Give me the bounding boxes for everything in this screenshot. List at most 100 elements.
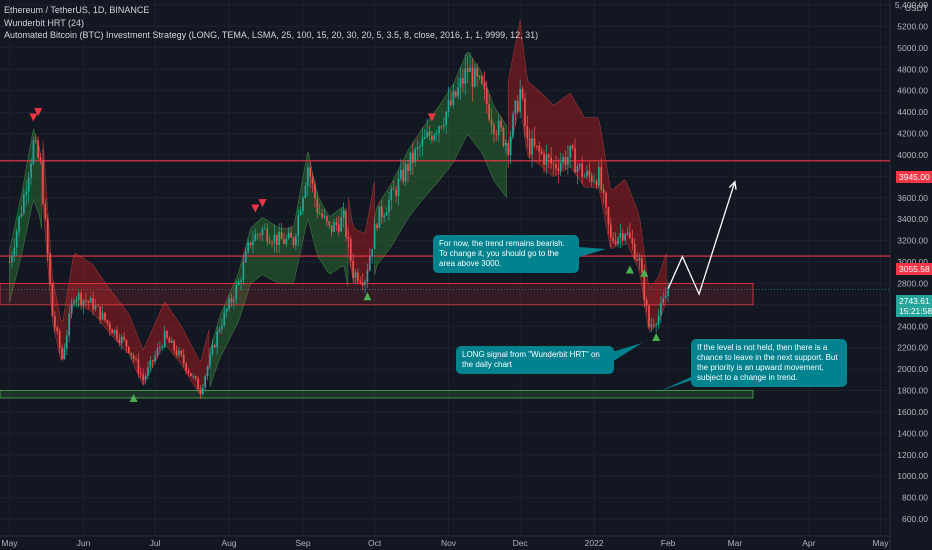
candle-body — [199, 389, 202, 395]
candle-body — [645, 299, 648, 306]
candle-body — [32, 140, 35, 164]
candle-body — [259, 234, 261, 236]
candle-body — [15, 231, 18, 248]
indicator-hrt[interactable]: Wunderbit HRT (24) — [4, 17, 85, 28]
candle-body — [509, 136, 512, 156]
indicator-strategy[interactable]: Automated Bitcoin (BTC) Investment Strat… — [4, 30, 539, 40]
candle-body — [383, 215, 385, 218]
candle-body — [464, 68, 467, 84]
candle-body — [34, 140, 37, 142]
candle-body — [306, 167, 309, 186]
time-axis[interactable]: May Jun Jul Aug Sep Oct Nov Dec 2022 Feb Mar Apr May — [2, 538, 890, 548]
candle-body — [65, 335, 68, 349]
candle-body — [641, 258, 643, 273]
candle-body — [609, 224, 612, 238]
candle-body — [631, 238, 634, 244]
candle-body — [347, 237, 350, 240]
candle-body — [607, 207, 610, 225]
candle-body — [342, 210, 345, 218]
sell-signal-icon — [34, 108, 43, 117]
price-tick-label: 4200.00 — [897, 129, 928, 139]
candle-body — [283, 239, 285, 244]
candle-body — [586, 170, 588, 177]
candle-body — [247, 242, 249, 252]
candle-body — [144, 375, 147, 381]
candle-body — [20, 213, 23, 217]
candle-body — [543, 153, 545, 165]
candle-body — [459, 78, 462, 88]
candle-body — [505, 142, 507, 146]
candle-body — [619, 233, 622, 238]
candle-body — [137, 359, 140, 374]
candle-body — [139, 373, 142, 375]
candle-body — [254, 234, 257, 242]
candle-body — [361, 282, 364, 285]
candle-body — [626, 232, 629, 235]
candle-body — [295, 235, 297, 245]
candle-body — [340, 217, 343, 232]
candle-body — [426, 131, 428, 138]
candle-body — [58, 331, 61, 348]
candle-body — [369, 256, 371, 271]
candle-body — [345, 210, 347, 238]
price-tick-label: 2200.00 — [897, 343, 928, 353]
candle-body — [92, 297, 94, 310]
candle-body — [466, 68, 469, 72]
candle-body — [163, 330, 166, 348]
candle-body — [559, 163, 562, 171]
bear-band — [42, 139, 210, 395]
candle-body — [266, 228, 269, 242]
candle-body — [590, 175, 593, 182]
time-tick-label: Jun — [77, 538, 91, 548]
candle-body — [304, 185, 307, 198]
candle-body — [159, 347, 161, 349]
candle-body — [287, 232, 290, 239]
candle-body — [660, 303, 662, 316]
candle-body — [123, 336, 125, 340]
candle-body — [225, 309, 228, 312]
callout-long-pointer — [612, 343, 642, 362]
time-tick-label: May — [2, 538, 19, 548]
candle-body — [201, 387, 204, 395]
candle-body — [273, 234, 276, 244]
candle-body — [166, 330, 168, 338]
candle-body — [70, 303, 73, 314]
candle-body — [435, 133, 438, 135]
candle-body — [490, 119, 493, 125]
candle-body — [538, 145, 541, 152]
candle-body — [292, 237, 295, 245]
time-tick-label: Dec — [513, 538, 529, 548]
candle-body — [68, 313, 71, 336]
candle-body — [648, 305, 650, 327]
candle-body — [536, 145, 538, 147]
candle-body — [242, 262, 245, 281]
candle-body — [37, 140, 40, 158]
candle-body — [314, 183, 316, 199]
levels — [0, 160, 890, 399]
candle-body — [223, 311, 226, 326]
price-tick-label: 2400.00 — [897, 321, 928, 331]
grid — [0, 0, 891, 550]
candle-body — [571, 145, 574, 149]
candle-body — [404, 164, 407, 182]
candle-body — [519, 88, 521, 112]
candle-body — [483, 83, 486, 89]
candle-body — [108, 323, 111, 330]
time-tick-label: May — [872, 538, 889, 548]
candle-body — [118, 339, 121, 344]
candle-body — [204, 376, 207, 388]
price-tick-label: 1800.00 — [897, 386, 928, 396]
price-label-current: 2743.61 15:21:58 — [896, 295, 932, 317]
price-axis[interactable]: 5,400.00 5200.00 5000.00 4800.00 4600.00 4400… — [895, 0, 928, 524]
candle-body — [168, 337, 171, 343]
candle-body — [261, 228, 264, 236]
candle-body — [80, 293, 82, 306]
candle-body — [49, 253, 51, 284]
price-tick-label: 3400.00 — [897, 214, 928, 224]
sell-signal-icon — [251, 204, 260, 213]
bull-band — [9, 127, 42, 303]
candle-body — [321, 213, 323, 218]
symbol-title[interactable]: Ethereum / TetherUS, 1D, BINANCE — [4, 5, 150, 15]
candle-body — [452, 91, 455, 105]
